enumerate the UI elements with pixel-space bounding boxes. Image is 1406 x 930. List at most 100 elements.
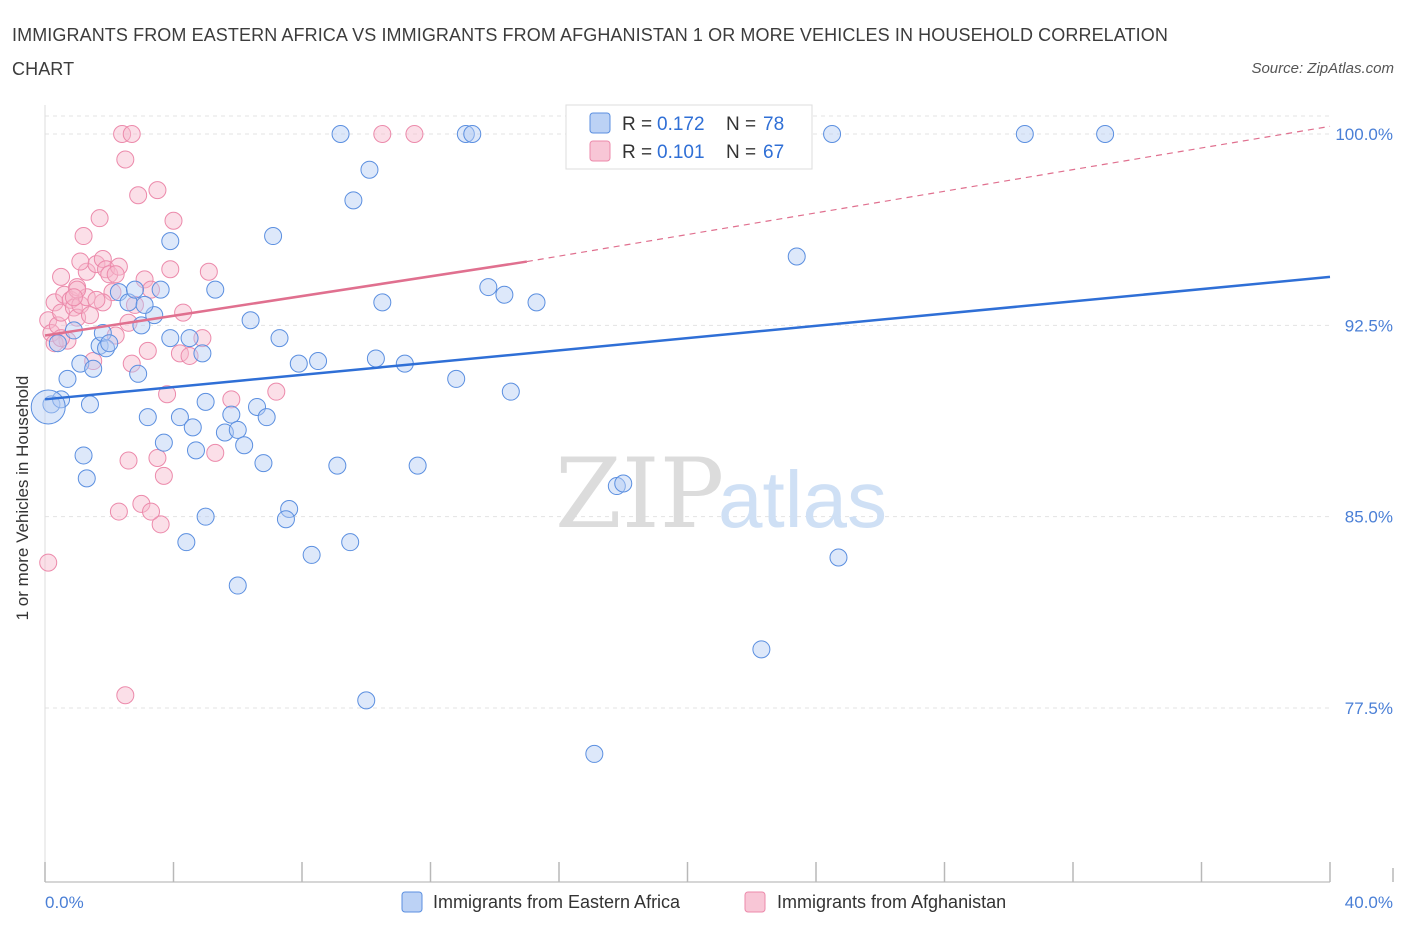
afghanistan-point xyxy=(267,382,286,401)
eastern-africa-point xyxy=(196,392,215,411)
afghanistan-point xyxy=(373,125,392,143)
afghanistan-point xyxy=(74,227,93,246)
eastern-africa-point xyxy=(125,280,144,299)
afghanistan-point xyxy=(119,451,138,470)
y-tick-label: 77.5% xyxy=(1345,699,1393,718)
eastern-africa-point xyxy=(177,533,196,552)
afghanistan-point xyxy=(164,211,183,230)
legend-r-value-1: 0.172 xyxy=(657,114,705,135)
legend-r-label-2: R = xyxy=(622,142,652,163)
legend-r-label-1: R = xyxy=(622,114,652,135)
y-axis-label: 1 or more Vehicles in Household xyxy=(13,376,32,621)
afghanistan-point xyxy=(52,267,71,286)
series-legend: Immigrants from Eastern Africa Immigrant… xyxy=(401,891,1006,913)
afghanistan-point xyxy=(161,260,180,279)
legend-n-value-1: 78 xyxy=(763,114,784,135)
legend-n-value-2: 67 xyxy=(763,142,784,163)
eastern-africa-point-large xyxy=(30,389,66,425)
eastern-africa-point xyxy=(614,474,633,493)
x-tick-label-max: 40.0% xyxy=(1345,893,1393,912)
eastern-africa-point xyxy=(280,500,299,519)
eastern-africa-point xyxy=(289,354,308,373)
eastern-africa-point xyxy=(222,405,241,424)
eastern-africa-point xyxy=(77,469,96,488)
series-afghanistan-points xyxy=(39,125,424,705)
afghanistan-point xyxy=(80,306,99,325)
stats-legend: R = 0.172 N = 78 R = 0.101 N = 67 xyxy=(565,104,813,170)
afghanistan-point xyxy=(113,125,132,143)
afghanistan-point xyxy=(142,502,161,521)
afghanistan-point xyxy=(71,252,90,271)
eastern-africa-point xyxy=(1015,125,1034,143)
y-tick-label: 92.5% xyxy=(1345,316,1393,335)
eastern-africa-point xyxy=(138,408,157,427)
eastern-africa-point xyxy=(309,352,328,371)
bottom-legend-swatch-eastern-africa xyxy=(401,891,423,913)
afghanistan-point xyxy=(122,125,141,143)
eastern-africa-point xyxy=(235,436,254,455)
eastern-africa-point xyxy=(344,191,363,210)
eastern-africa-point xyxy=(331,125,350,143)
eastern-africa-point xyxy=(341,533,360,552)
eastern-africa-point xyxy=(193,344,212,363)
afghanistan-point xyxy=(93,250,112,269)
afghanistan-point xyxy=(64,288,83,307)
eastern-africa-point xyxy=(463,125,482,143)
eastern-africa-point xyxy=(495,285,514,304)
eastern-africa-point xyxy=(823,125,842,143)
eastern-africa-point xyxy=(456,125,475,143)
eastern-africa-point xyxy=(408,456,427,475)
eastern-africa-point xyxy=(501,382,520,401)
legend-swatch-afghanistan xyxy=(589,140,611,162)
afghanistan-point xyxy=(45,293,64,312)
afghanistan-point xyxy=(90,209,109,228)
eastern-africa-point xyxy=(360,160,379,179)
afghanistan-point xyxy=(132,494,151,513)
eastern-africa-point xyxy=(206,280,225,299)
y-tick-labels: 77.5% 85.0% 92.5% 100.0% xyxy=(1335,125,1393,718)
eastern-africa-point xyxy=(58,369,77,388)
afghanistan-point xyxy=(148,448,167,467)
afghanistan-point xyxy=(100,265,119,284)
trend-line-afghanistan-extension xyxy=(526,125,1331,263)
eastern-africa-point xyxy=(135,295,154,314)
eastern-africa-point xyxy=(585,744,604,763)
chart-title: IMMIGRANTS FROM EASTERN AFRICA VS IMMIGR… xyxy=(12,25,1168,79)
y-tick-label: 100.0% xyxy=(1335,125,1393,144)
eastern-africa-point xyxy=(228,420,247,439)
afghanistan-point xyxy=(138,341,157,360)
afghanistan-point xyxy=(106,265,125,284)
eastern-africa-point xyxy=(93,323,112,342)
eastern-africa-point xyxy=(447,369,466,388)
afghanistan-point xyxy=(116,150,135,169)
x-tick-label-min: 0.0% xyxy=(45,893,84,912)
legend-r-value-2: 0.101 xyxy=(657,142,705,163)
eastern-africa-point xyxy=(787,247,806,266)
eastern-africa-point xyxy=(183,418,202,437)
x-ticks xyxy=(44,862,1394,882)
bottom-legend-swatch-afghanistan xyxy=(744,891,766,913)
eastern-africa-point xyxy=(228,576,247,595)
afghanistan-point xyxy=(122,354,141,373)
trend-lines xyxy=(44,125,1331,401)
eastern-africa-point xyxy=(479,278,498,297)
afghanistan-point xyxy=(116,686,135,705)
afghanistan-point xyxy=(109,502,128,521)
eastern-africa-point xyxy=(170,408,189,427)
eastern-africa-point xyxy=(186,441,205,460)
eastern-africa-point xyxy=(527,293,546,312)
trend-line-eastern-africa xyxy=(44,275,1331,401)
series-eastern-africa-points xyxy=(30,125,1115,763)
eastern-africa-point xyxy=(752,640,771,659)
afghanistan-point xyxy=(77,262,96,281)
watermark-atlas: atlas xyxy=(718,455,887,544)
eastern-africa-point xyxy=(829,548,848,567)
legend-n-label-1: N = xyxy=(726,114,756,135)
afghanistan-point xyxy=(151,515,170,534)
eastern-africa-point xyxy=(161,329,180,348)
legend-n-label-2: N = xyxy=(726,142,756,163)
afghanistan-point xyxy=(222,390,241,409)
afghanistan-point xyxy=(206,443,225,462)
afghanistan-point xyxy=(148,181,167,200)
